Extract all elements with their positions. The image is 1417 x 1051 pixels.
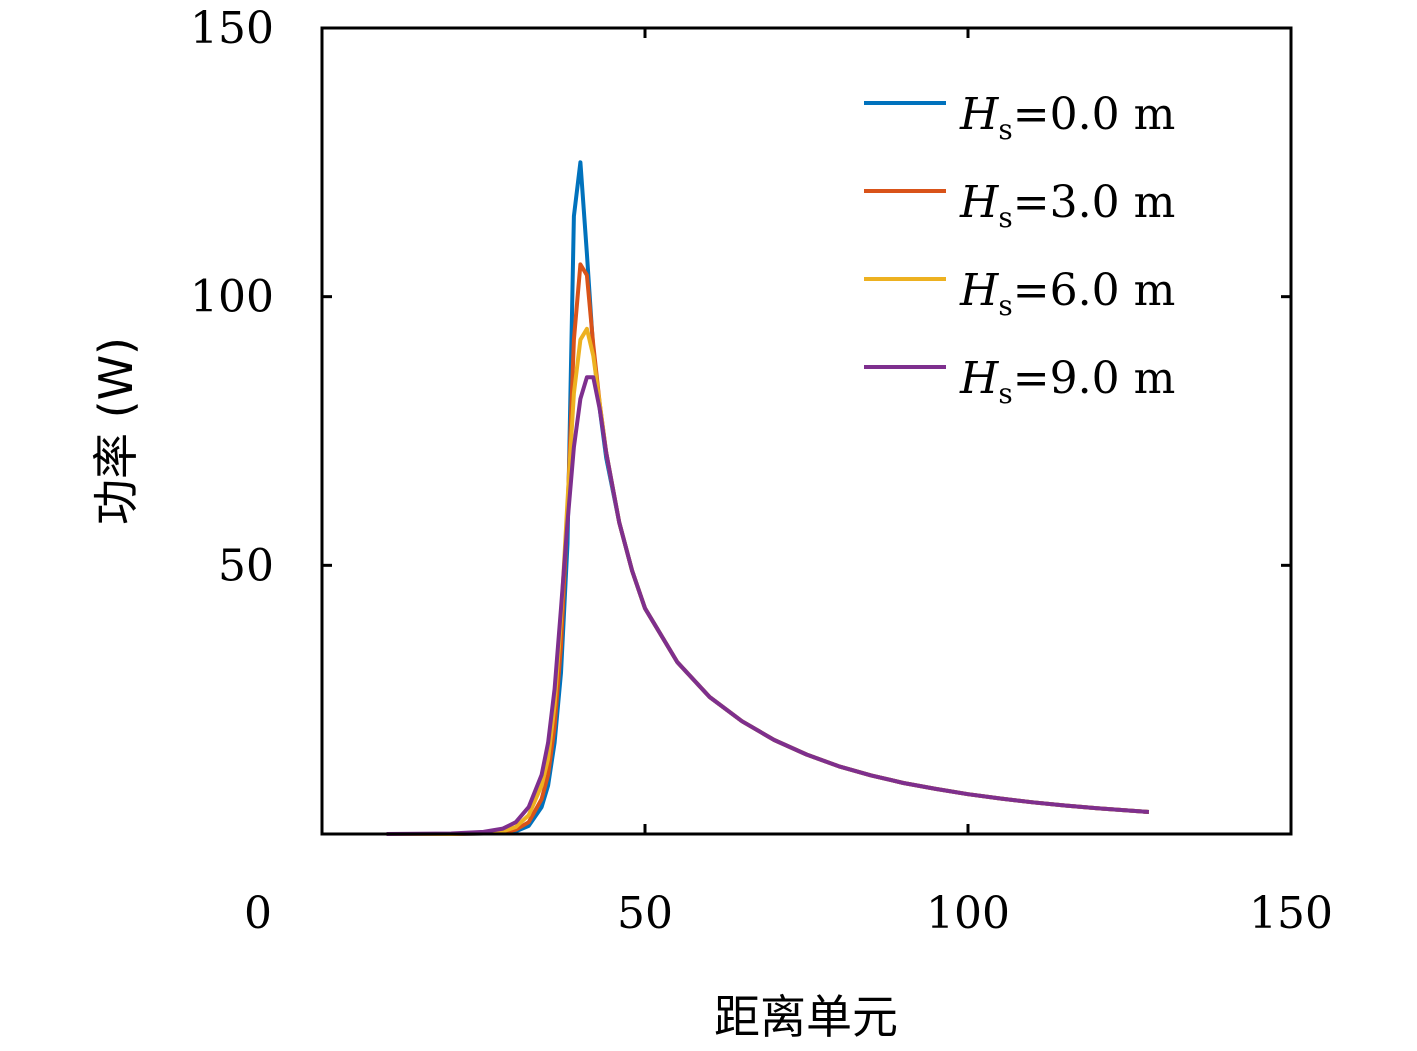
x-tick-label-1: 50: [617, 888, 673, 939]
y-tick-label-0: 50: [218, 540, 274, 591]
series-line-4: [386, 375, 1150, 836]
x-axis-title: 距离单元: [714, 990, 898, 1044]
legend-label-1: Hs=0.0 m: [959, 89, 1175, 146]
plot-frame: [320, 26, 1293, 836]
series-layer: [386, 160, 1150, 836]
legend-label-2: Hs=3.0 m: [959, 177, 1175, 234]
y-tick-label-1: 100: [190, 272, 274, 323]
x-tick-label-0: 0: [244, 888, 272, 939]
y-tick-label-2: 150: [190, 3, 274, 54]
x-tick-label-2: 100: [926, 888, 1010, 939]
tick-layer: 0 50 100 150 50 100 150: [190, 3, 1333, 939]
legend: Hs=0.0 m Hs=3.0 m Hs=6.0 m Hs=9.0 m: [864, 89, 1175, 410]
series-line-2: [386, 262, 1150, 836]
series-line-1: [386, 160, 1150, 836]
series-line-3: [386, 326, 1150, 836]
y-axis-title: 功率 (W): [89, 337, 143, 525]
legend-label-4: Hs=9.0 m: [959, 353, 1175, 410]
x-tick-label-3: 150: [1249, 888, 1333, 939]
legend-label-3: Hs=6.0 m: [959, 265, 1175, 322]
